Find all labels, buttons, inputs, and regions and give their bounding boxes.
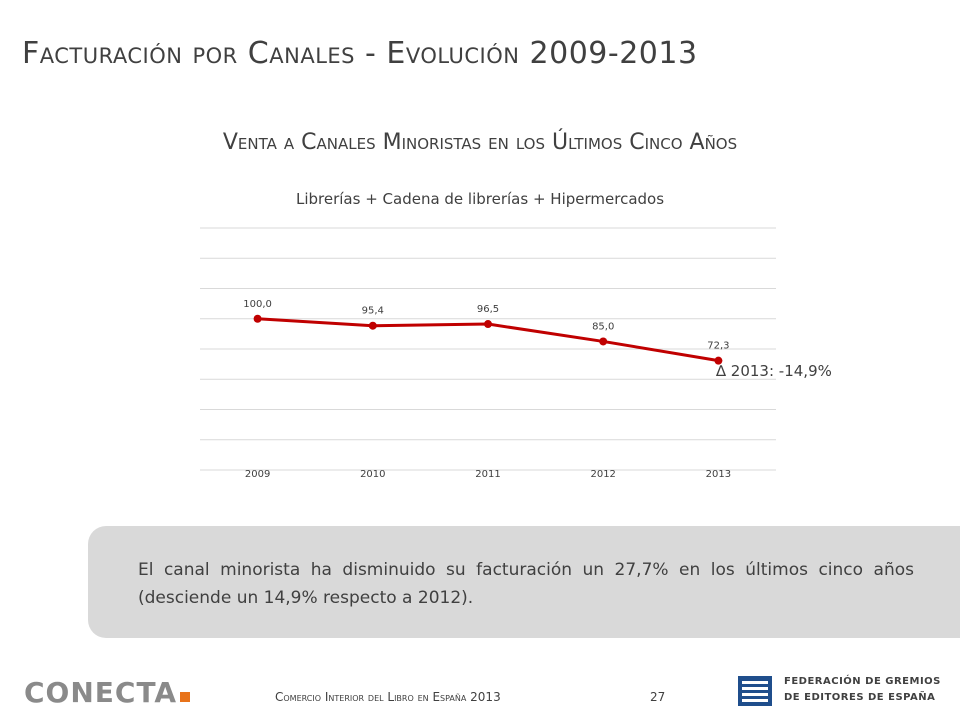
data-label: 95,4	[362, 306, 384, 317]
chart-title: Librerías + Cadena de librerías + Hiperm…	[295, 190, 665, 208]
conecta-logo-text: CONECTA	[24, 676, 178, 709]
x-tick-label: 2012	[590, 469, 615, 480]
data-point	[599, 337, 608, 346]
logo-dot-icon	[180, 692, 191, 702]
note-box	[88, 526, 960, 638]
data-point	[368, 321, 377, 330]
data-label: 100,0	[243, 299, 272, 310]
footer-text: Comercio Interior del Libro en España 20…	[275, 690, 501, 704]
x-tick-label: 2010	[360, 469, 385, 480]
delta-annotation: ∆ 2013: -14,9%	[716, 362, 832, 380]
conecta-logo: CONECTA	[24, 676, 191, 709]
federacion-line-2: DE EDITORES DE ESPAÑA	[784, 692, 936, 703]
federacion-logo-text: FEDERACIÓN DE GREMIOS DE EDITORES DE ESP…	[784, 674, 954, 706]
data-point	[714, 356, 723, 365]
x-tick-label: 2011	[475, 469, 500, 480]
data-point	[253, 314, 262, 323]
x-tick-label: 2009	[245, 469, 270, 480]
page-number: 27	[650, 690, 666, 704]
note-text: El canal minorista ha disminuido su fact…	[138, 560, 914, 608]
data-label: 72,3	[707, 341, 729, 352]
page-title: Facturación por Canales - Evolución 2009…	[22, 36, 698, 71]
data-label: 96,5	[477, 304, 499, 315]
data-label: 85,0	[592, 321, 614, 332]
federacion-line-1: FEDERACIÓN DE GREMIOS	[784, 676, 941, 687]
federacion-emblem-icon	[738, 676, 772, 706]
data-point	[484, 320, 492, 329]
x-tick-label: 2013	[706, 469, 731, 480]
page-subtitle: Venta a Canales Minoristas en los Último…	[222, 130, 738, 155]
